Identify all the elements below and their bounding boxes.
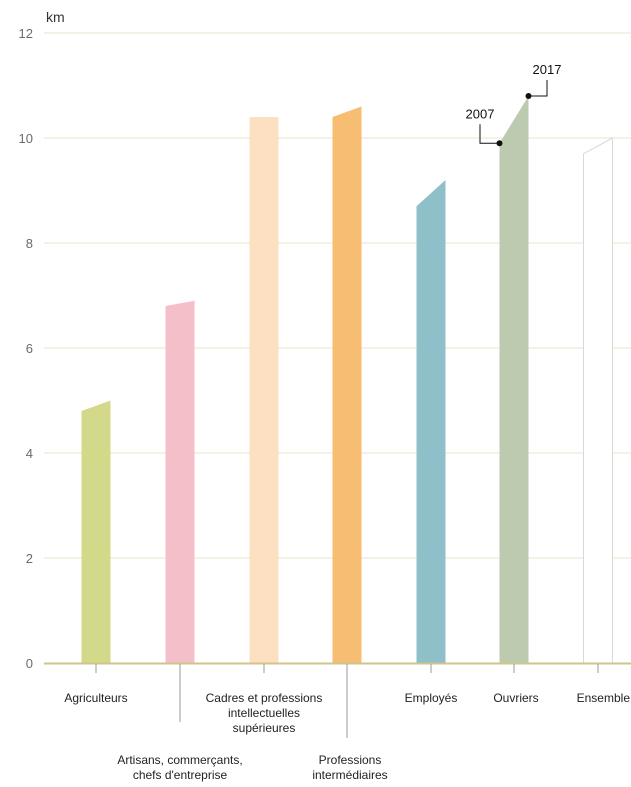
category-label: Ouvriers xyxy=(493,691,538,705)
y-tick-label: 10 xyxy=(19,131,33,146)
category-label: Employés xyxy=(405,691,458,705)
y-tick-label: 12 xyxy=(19,26,33,41)
y-axis-unit-label: km xyxy=(46,9,65,25)
annotation-leader xyxy=(479,124,500,144)
bar-2 xyxy=(165,300,195,663)
bars xyxy=(81,96,613,664)
category-label: chefs d'entreprise xyxy=(133,768,228,782)
bar-1 xyxy=(81,400,111,663)
bar-7 xyxy=(583,137,613,664)
category-label: Artisans, commerçants, xyxy=(117,753,242,767)
bar-5 xyxy=(416,180,446,663)
annotation-leader xyxy=(528,80,548,97)
annotation-dot xyxy=(496,140,503,147)
y-tick-label: 0 xyxy=(26,656,33,671)
category-label: Ensemble xyxy=(577,691,631,705)
annotation-label: 2007 xyxy=(466,106,495,121)
y-tick-labels: 0 2 4 6 8 10 12 xyxy=(19,26,33,671)
category-label: Agriculteurs xyxy=(64,691,127,705)
bar-4 xyxy=(332,106,362,663)
category-label: Cadres et professions xyxy=(206,691,323,705)
category-label: Professions xyxy=(319,753,382,767)
category-label: supérieures xyxy=(233,721,296,735)
annotations: 2007 2017 xyxy=(466,62,562,147)
y-tick-label: 4 xyxy=(26,446,33,461)
y-tick-label: 8 xyxy=(26,236,33,251)
category-labels: Agriculteurs Artisans, commerçants,chefs … xyxy=(64,691,630,782)
y-tick-label: 2 xyxy=(26,551,33,566)
annotation-label: 2017 xyxy=(533,62,562,77)
bar-3 xyxy=(249,117,279,663)
y-tick-label: 6 xyxy=(26,341,33,356)
annotation-dot xyxy=(525,93,532,99)
category-label: intermédiaires xyxy=(312,768,387,782)
bar-6 xyxy=(499,96,529,663)
x-axis xyxy=(44,662,631,738)
category-label: intellectuelles xyxy=(228,706,300,720)
